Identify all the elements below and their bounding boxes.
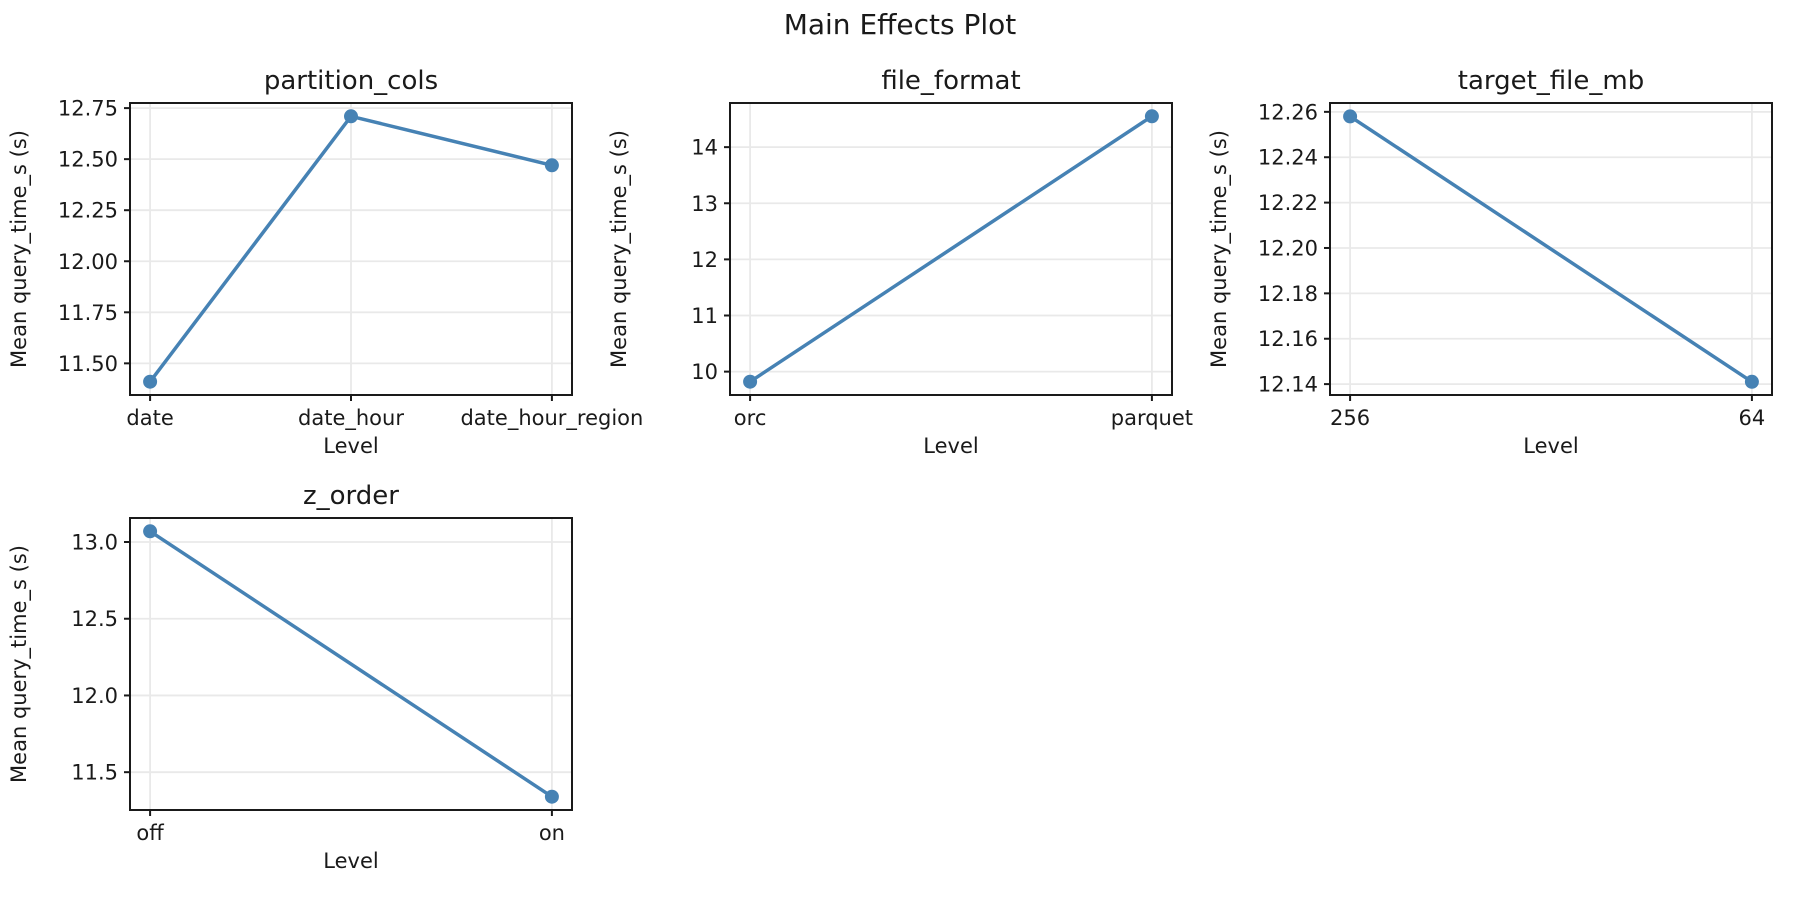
line-chart-partition-cols: 11.50 11.75 12.00 12.25 12.50 12.75 date date_h…	[7, 66, 643, 458]
line-chart-z-order: 11.5 12.0 12.5 13.0 off on z_order Level Mean qu…	[7, 481, 573, 873]
x-tick-label: off	[136, 821, 164, 845]
subplot-grid: 11.50 11.75 12.00 12.25 12.50 12.75 date date_h…	[0, 45, 1800, 875]
plot-border	[1329, 102, 1773, 396]
subplot-file-format: 10 11 12 13 14 orc parquet file_format Level Mean…	[600, 45, 1200, 460]
x-axis-label: Level	[323, 434, 378, 458]
subplot-partition-cols: 11.50 11.75 12.00 12.25 12.50 12.75 date date_h…	[0, 45, 643, 460]
data-point	[743, 374, 758, 389]
y-tick-label: 13.0	[71, 531, 118, 555]
x-axis-label: Level	[923, 434, 978, 458]
y-tick-label: 11.5	[71, 761, 118, 785]
x-tick-label: 256	[1330, 406, 1370, 430]
y-axis-label: Mean query_time_s (s)	[7, 130, 32, 368]
data-point	[1744, 374, 1759, 389]
y-tick-label: 12.14	[1258, 373, 1318, 397]
data-point	[544, 158, 559, 173]
y-tick-label: 11.50	[58, 352, 118, 376]
y-tick-label: 11	[691, 304, 718, 328]
data-line	[148, 529, 554, 799]
data-line	[1348, 114, 1754, 384]
subplot-title: target_file_mb	[1458, 66, 1644, 96]
subplot-title: partition_cols	[264, 66, 438, 96]
figure-title: Main Effects Plot	[783, 8, 1017, 41]
x-axis-label: Level	[323, 849, 378, 873]
data-point	[544, 789, 559, 804]
y-tick-label: 12.24	[1258, 146, 1318, 170]
x-axis-label: Level	[1523, 434, 1578, 458]
plot-border	[729, 102, 1173, 396]
subplot-target-file-mb: 12.14 12.16 12.18 12.20 12.22 12.24 12.26 256 64…	[1200, 45, 1800, 460]
y-tick-label: 12	[691, 248, 718, 272]
y-axis-label: Mean query_time_s (s)	[607, 130, 632, 368]
y-axis-label: Mean query_time_s (s)	[7, 545, 32, 783]
subplot-z-order: 11.5 12.0 12.5 13.0 off on z_order Level Mean qu…	[0, 460, 600, 875]
empty-cell	[1200, 460, 1800, 875]
y-tick-label: 12.26	[1258, 100, 1318, 124]
data-point	[143, 374, 158, 389]
y-tick-label: 12.16	[1258, 327, 1318, 351]
y-tick-label: 12.5	[71, 607, 118, 631]
y-tick-label: 10	[691, 360, 718, 384]
y-tick-label: 12.0	[71, 684, 118, 708]
data-point	[1144, 109, 1159, 124]
y-tick-label: 12.50	[58, 148, 118, 172]
x-tick-label: date_hour	[298, 406, 404, 431]
data-point	[143, 524, 158, 539]
x-tick-label: on	[539, 821, 565, 845]
line-chart-file-format: 10 11 12 13 14 orc parquet file_format Level Mean…	[607, 66, 1193, 458]
y-tick-label: 11.75	[58, 301, 118, 325]
y-axis-label: Mean query_time_s (s)	[1207, 130, 1232, 368]
x-tick-label: 64	[1739, 406, 1766, 430]
empty-cell	[600, 460, 1200, 875]
y-tick-label: 12.00	[58, 250, 118, 274]
data-line	[748, 114, 1154, 384]
data-point	[344, 109, 358, 124]
plot-border	[129, 517, 573, 811]
subplot-title: z_order	[303, 481, 399, 511]
x-tick-label: date_hour_region	[460, 406, 643, 431]
y-tick-label: 12.22	[1258, 191, 1318, 215]
y-tick-label: 12.20	[1258, 237, 1318, 261]
x-tick-label: parquet	[1111, 406, 1193, 430]
y-tick-label: 12.18	[1258, 282, 1318, 306]
y-tick-label: 12.25	[58, 199, 118, 223]
subplot-title: file_format	[881, 66, 1020, 96]
y-tick-label: 14	[691, 136, 718, 160]
y-tick-label: 12.75	[58, 97, 118, 121]
y-tick-label: 13	[691, 192, 718, 216]
line-chart-target-file-mb: 12.14 12.16 12.18 12.20 12.22 12.24 12.26 256 64…	[1207, 66, 1773, 458]
x-tick-label: orc	[734, 406, 767, 430]
x-tick-label: date	[126, 406, 173, 430]
data-point	[1343, 109, 1358, 124]
